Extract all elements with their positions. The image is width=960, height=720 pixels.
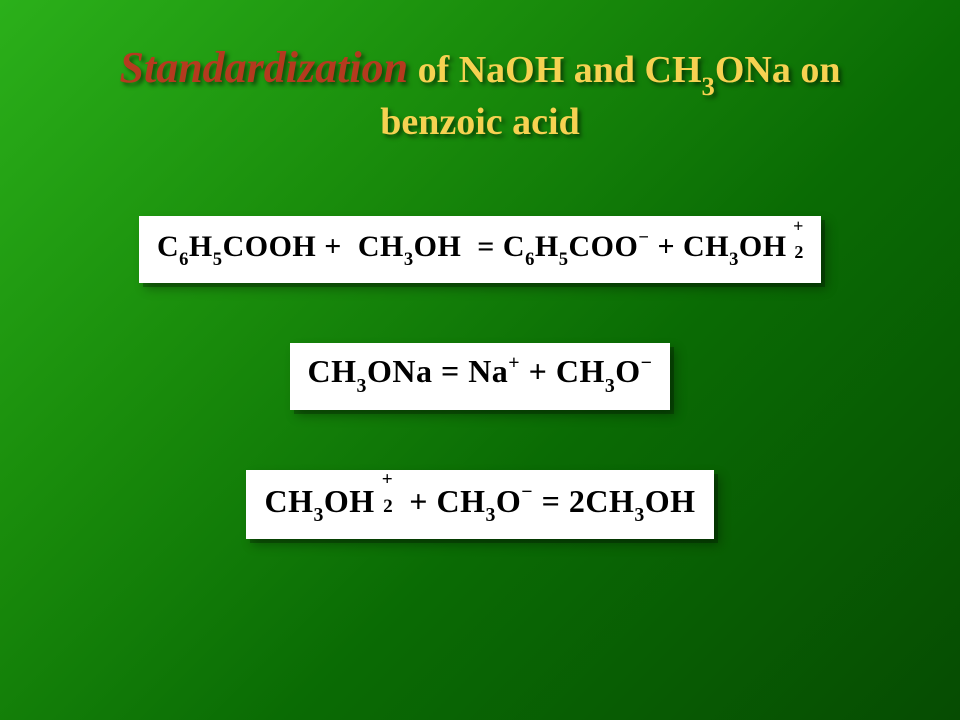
equations-container: C6H5COOH + CH3OH = C6H5COO− + CH3OH+2 CH… <box>60 216 900 539</box>
title-rest: of NaOH and CH3ONa on benzoic acid <box>380 49 840 143</box>
equation-2: CH3ONa = Na+ + CH3O− <box>290 343 671 409</box>
title-subscript: 3 <box>702 71 715 101</box>
slide-title: Standardization of NaOH and CH3ONa on ben… <box>60 40 900 146</box>
equation-1: C6H5COOH + CH3OH = C6H5COO− + CH3OH+2 <box>139 216 821 283</box>
title-line2: benzoic acid <box>380 101 579 143</box>
slide: Standardization of NaOH and CH3ONa on ben… <box>0 0 960 720</box>
equation-3: CH3OH+2 + CH3O− = 2CH3OH <box>246 470 713 539</box>
title-text-1: of NaOH and CH <box>408 49 701 91</box>
title-text-2: ONa on <box>715 49 841 91</box>
title-emphasis-word: Standardization <box>120 43 409 92</box>
